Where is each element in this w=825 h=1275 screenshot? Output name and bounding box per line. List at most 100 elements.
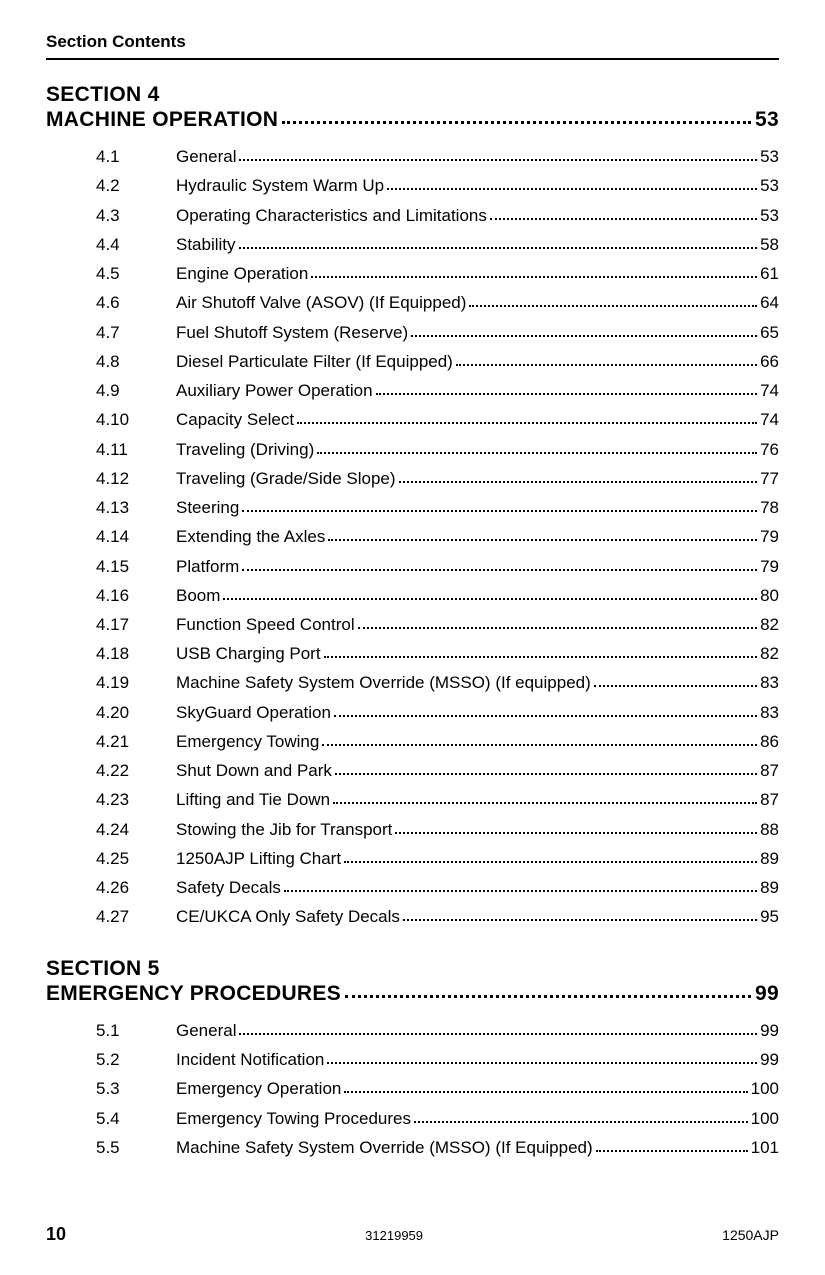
dot-leader	[596, 1150, 748, 1152]
toc-entry: 4.10Capacity Select74	[96, 405, 779, 434]
toc-entry: 4.18USB Charging Port82	[96, 639, 779, 668]
dot-leader	[327, 1062, 757, 1064]
toc-entry-number: 4.24	[96, 815, 176, 844]
toc-entry-page: 99	[760, 1016, 779, 1045]
toc-entry-number: 4.27	[96, 902, 176, 931]
toc-entry-number: 4.12	[96, 464, 176, 493]
toc-entry-number: 4.14	[96, 522, 176, 551]
dot-leader	[335, 773, 757, 775]
dot-leader	[376, 393, 758, 395]
toc-entry: 4.5Engine Operation61	[96, 259, 779, 288]
toc-entry-number: 4.19	[96, 668, 176, 697]
dot-leader	[297, 422, 757, 424]
toc-entry: 4.1General53	[96, 142, 779, 171]
toc-entry-title: Diesel Particulate Filter (If Equipped)	[176, 347, 453, 376]
toc-entry-number: 4.8	[96, 347, 176, 376]
toc-entry-page: 53	[760, 142, 779, 171]
dot-leader	[344, 861, 757, 863]
toc-entry-page: 82	[760, 639, 779, 668]
toc-entry-page: 79	[760, 552, 779, 581]
toc-section: SECTION 4MACHINE OPERATION534.1General53…	[46, 82, 779, 932]
toc-entry-page: 87	[760, 756, 779, 785]
toc-entry-page: 95	[760, 902, 779, 931]
toc-entry-number: 4.4	[96, 230, 176, 259]
toc-entry-number: 4.25	[96, 844, 176, 873]
toc-entry-title: USB Charging Port	[176, 639, 321, 668]
page-footer: 10 31219959 1250AJP	[46, 1224, 779, 1245]
toc-entry-number: 5.1	[96, 1016, 176, 1045]
toc-entry-page: 87	[760, 785, 779, 814]
toc-entry-number: 4.17	[96, 610, 176, 639]
dot-leader	[414, 1121, 748, 1123]
section-title: EMERGENCY PROCEDURES	[46, 982, 341, 1006]
toc-entry-title: Safety Decals	[176, 873, 281, 902]
page-header-title: Section Contents	[46, 32, 779, 52]
dot-leader	[333, 802, 757, 804]
toc-entry: 4.26Safety Decals89	[96, 873, 779, 902]
toc-entry-page: 53	[760, 171, 779, 200]
toc-entry: 4.2Hydraulic System Warm Up53	[96, 171, 779, 200]
toc-entry-list: 5.1General995.2Incident Notification995.…	[46, 1016, 779, 1162]
dot-leader	[395, 832, 757, 834]
toc-entry-number: 4.22	[96, 756, 176, 785]
footer-page-number: 10	[46, 1224, 66, 1245]
dot-leader	[322, 744, 757, 746]
toc-entry: 5.2Incident Notification 99	[96, 1045, 779, 1074]
toc-entry-title: Extending the Axles	[176, 522, 325, 551]
toc-entry-title: Traveling (Driving)	[176, 435, 314, 464]
toc-entry-number: 5.5	[96, 1133, 176, 1162]
toc-entry-page: 53	[760, 201, 779, 230]
toc-entry: 4.9Auxiliary Power Operation74	[96, 376, 779, 405]
toc-entry-title: Lifting and Tie Down	[176, 785, 330, 814]
toc-entry-page: 99	[760, 1045, 779, 1074]
toc-entry-title: Hydraulic System Warm Up	[176, 171, 384, 200]
dot-leader	[223, 598, 757, 600]
dot-leader	[345, 995, 751, 998]
dot-leader	[324, 656, 758, 658]
toc-entry-number: 5.2	[96, 1045, 176, 1074]
dot-leader	[317, 452, 757, 454]
dot-leader	[242, 510, 757, 512]
dot-leader	[411, 335, 757, 337]
toc-entry: 5.1General 99	[96, 1016, 779, 1045]
toc-entry-page: 89	[760, 844, 779, 873]
toc-entry-title: Stowing the Jib for Transport	[176, 815, 392, 844]
toc-entry-page: 66	[760, 347, 779, 376]
dot-leader	[469, 305, 757, 307]
toc-entry: 4.12Traveling (Grade/Side Slope)77	[96, 464, 779, 493]
footer-doc-id: 31219959	[365, 1228, 423, 1243]
toc-entry-title: Traveling (Grade/Side Slope)	[176, 464, 396, 493]
toc-entry: 4.7Fuel Shutoff System (Reserve)65	[96, 318, 779, 347]
toc-entry-page: 86	[760, 727, 779, 756]
toc-entry-title: General	[176, 1016, 236, 1045]
toc-sections: SECTION 4MACHINE OPERATION534.1General53…	[46, 82, 779, 1162]
section-title-row: EMERGENCY PROCEDURES99	[46, 982, 779, 1006]
toc-entry-number: 4.20	[96, 698, 176, 727]
section-label: SECTION 5	[46, 956, 779, 982]
dot-leader	[284, 890, 757, 892]
dot-leader	[239, 247, 758, 249]
toc-entry-number: 4.5	[96, 259, 176, 288]
toc-entry-number: 4.7	[96, 318, 176, 347]
dot-leader	[387, 188, 757, 190]
footer-model: 1250AJP	[722, 1227, 779, 1243]
toc-entry-number: 4.16	[96, 581, 176, 610]
toc-entry: 4.21Emergency Towing86	[96, 727, 779, 756]
toc-entry-page: 74	[760, 405, 779, 434]
toc-entry: 4.27CE/UKCA Only Safety Decals95	[96, 902, 779, 931]
toc-entry-page: 83	[760, 668, 779, 697]
toc-entry-page: 79	[760, 522, 779, 551]
toc-entry: 4.15Platform79	[96, 552, 779, 581]
dot-leader	[399, 481, 758, 483]
toc-entry-title: Operating Characteristics and Limitation…	[176, 201, 487, 230]
toc-entry-title: Incident Notification	[176, 1045, 324, 1074]
dot-leader	[239, 159, 757, 161]
toc-entry: 4.23Lifting and Tie Down87	[96, 785, 779, 814]
toc-entry-number: 4.15	[96, 552, 176, 581]
dot-leader	[242, 569, 757, 571]
toc-entry-page: 80	[760, 581, 779, 610]
toc-entry-number: 4.3	[96, 201, 176, 230]
toc-entry-title: Auxiliary Power Operation	[176, 376, 373, 405]
toc-entry: 4.20SkyGuard Operation83	[96, 698, 779, 727]
toc-section: SECTION 5EMERGENCY PROCEDURES995.1Genera…	[46, 956, 779, 1162]
